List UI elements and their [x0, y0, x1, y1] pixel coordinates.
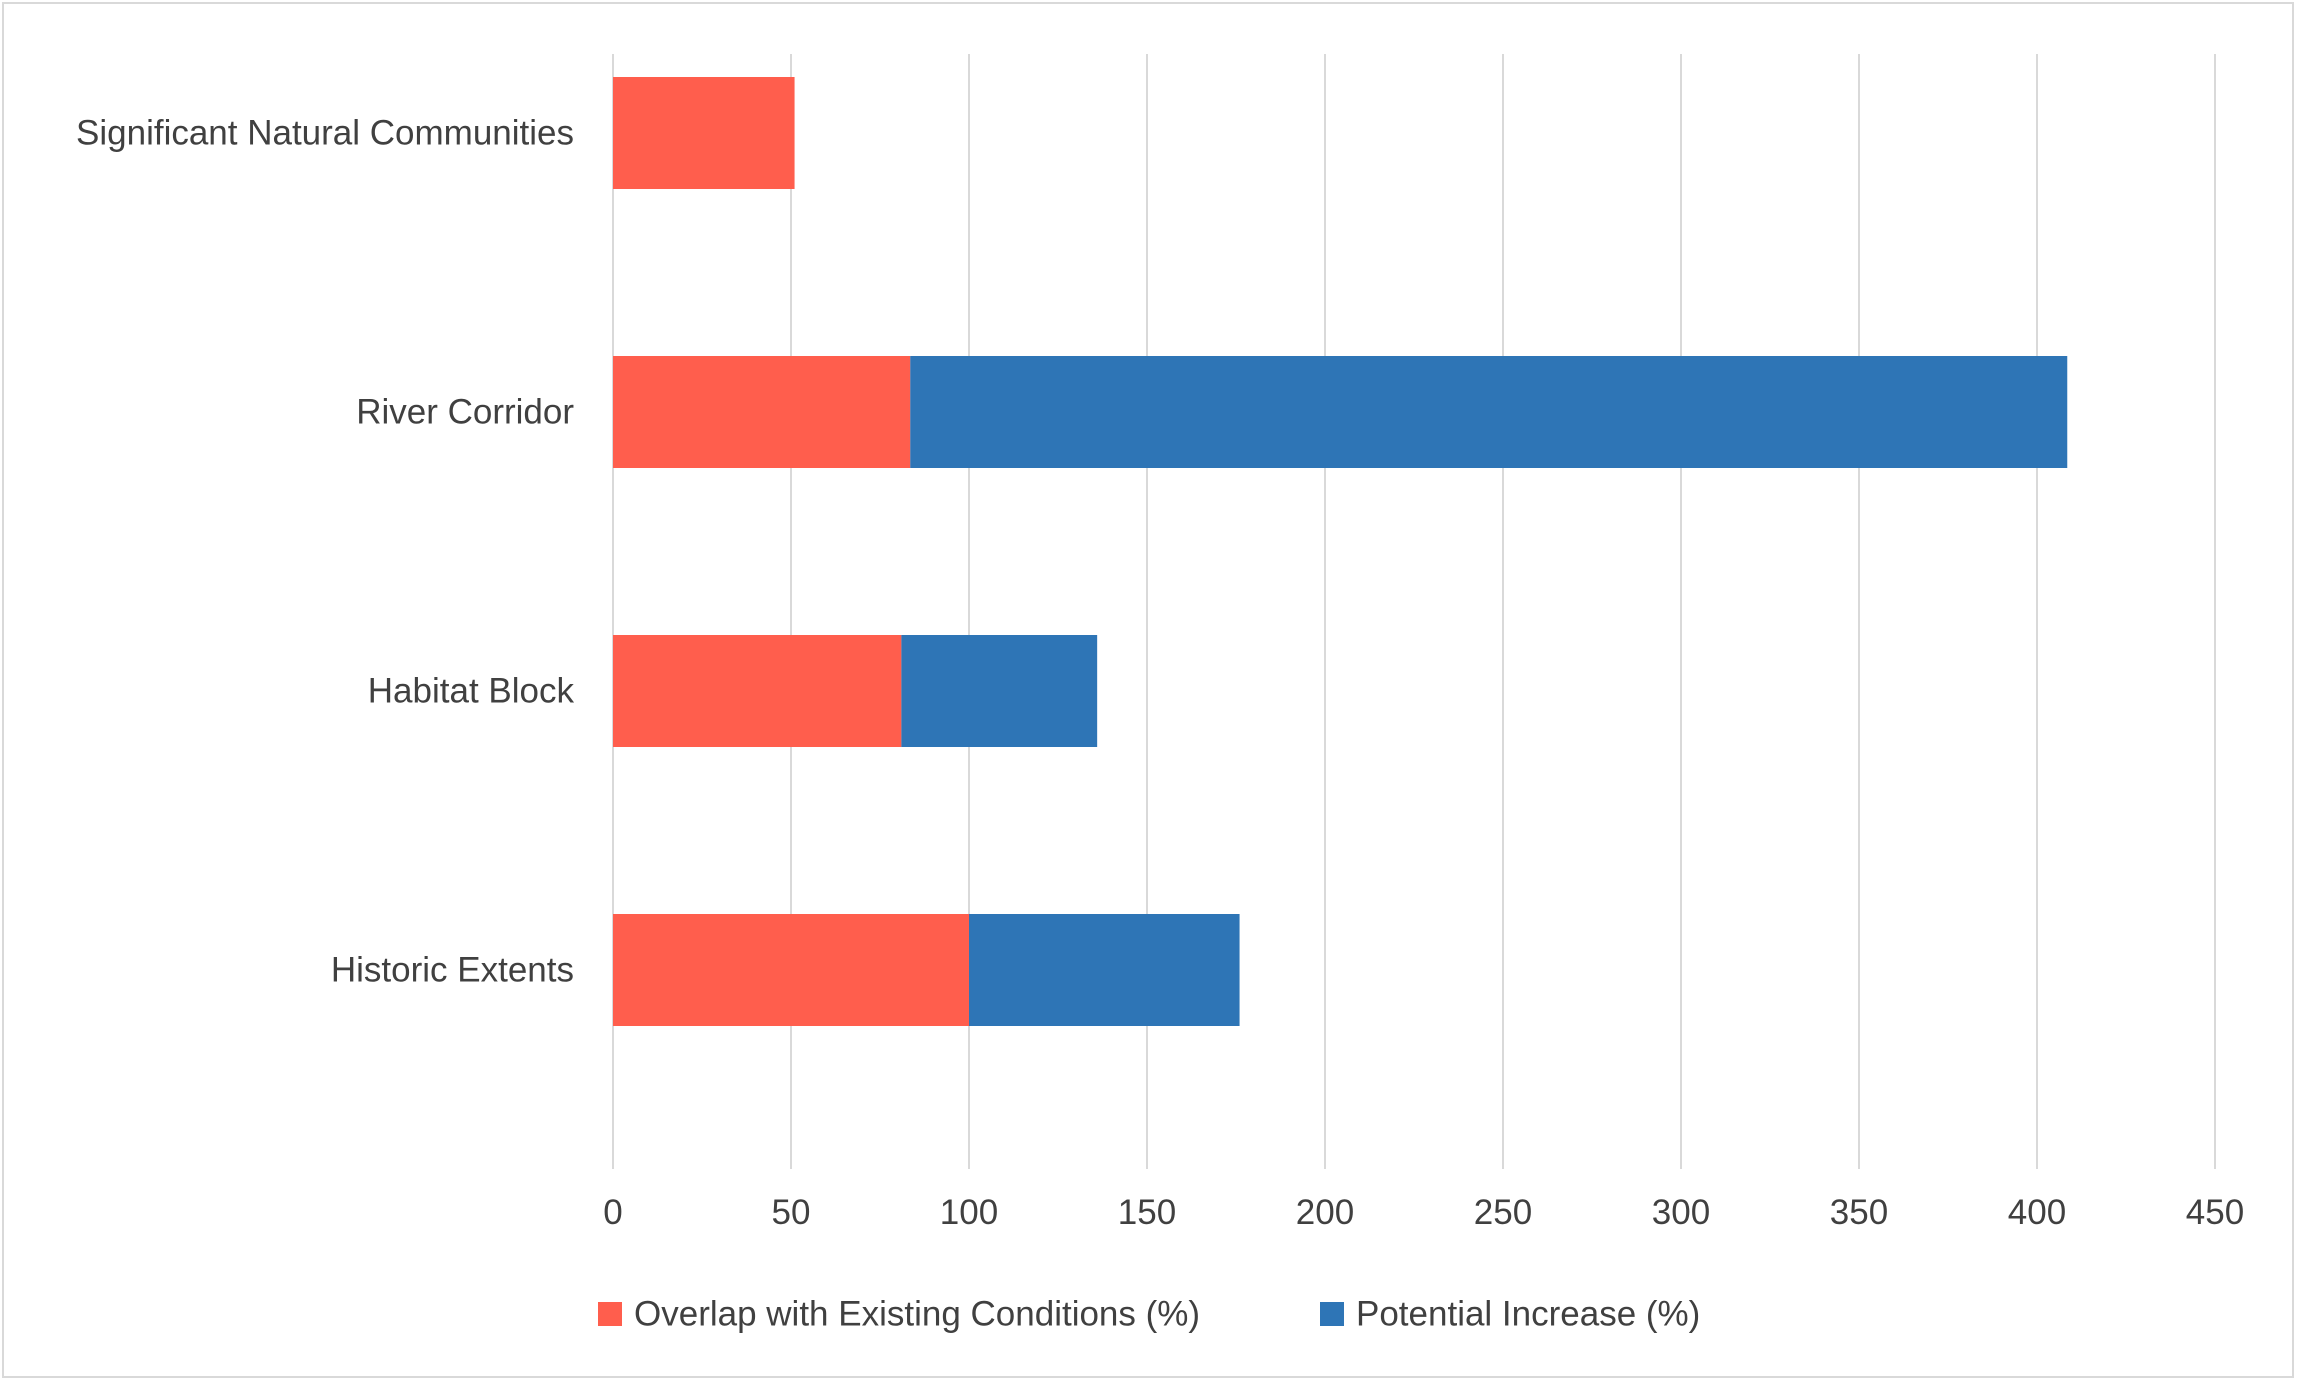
category-label-0: Significant Natural Communities — [76, 114, 574, 153]
bar-overlap-1 — [613, 356, 911, 468]
category-label-3: Historic Extents — [331, 951, 574, 990]
bar-potential-increase-2 — [901, 635, 1098, 747]
legend-swatch-0 — [598, 1302, 622, 1326]
x-tick-label-300: 300 — [1652, 1193, 1710, 1232]
x-tick-labels: 0 50 100 150 200 250 300 350 400 450 — [603, 1193, 2244, 1232]
x-tick-label-0: 0 — [603, 1193, 622, 1232]
category-label-2: Habitat Block — [368, 672, 575, 711]
bar-overlap-3 — [613, 914, 969, 1026]
x-tick-label-250: 250 — [1474, 1193, 1532, 1232]
x-tick-label-50: 50 — [772, 1193, 811, 1232]
grid-layer — [612, 54, 2216, 1169]
x-tick-label-400: 400 — [2008, 1193, 2066, 1232]
bar-potential-increase-3 — [969, 914, 1240, 1026]
legend-label-0: Overlap with Existing Conditions (%) — [634, 1295, 1200, 1334]
bar-layer — [613, 77, 2068, 1026]
legend-swatch-1 — [1320, 1302, 1344, 1326]
legend: Overlap with Existing Conditions (%) Pote… — [598, 1295, 1700, 1334]
bar-overlap-2 — [613, 635, 902, 747]
chart-svg: Significant Natural Communities River Cor… — [76, 54, 2244, 1334]
x-tick-label-350: 350 — [1830, 1193, 1888, 1232]
legend-label-1: Potential Increase (%) — [1356, 1295, 1700, 1334]
x-tick-label-450: 450 — [2186, 1193, 2244, 1232]
x-tick-label-200: 200 — [1296, 1193, 1354, 1232]
category-labels: Significant Natural Communities River Cor… — [76, 114, 574, 990]
bar-potential-increase-1 — [910, 356, 2068, 468]
x-tick-label-150: 150 — [1118, 1193, 1176, 1232]
category-label-1: River Corridor — [356, 393, 574, 432]
bar-overlap-0 — [613, 77, 795, 189]
x-tick-label-100: 100 — [940, 1193, 998, 1232]
